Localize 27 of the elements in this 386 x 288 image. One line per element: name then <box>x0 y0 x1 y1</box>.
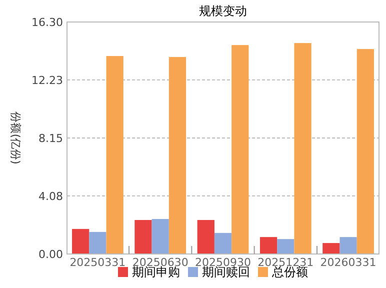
y-tick-label: 4.08 <box>38 190 63 203</box>
legend-label: 期间赎回 <box>202 265 250 279</box>
bar <box>134 220 152 254</box>
y-tick-label: 16.30 <box>32 16 63 29</box>
bar <box>260 237 278 254</box>
x-tick-label: 20260331 <box>320 256 376 269</box>
bar <box>322 243 340 254</box>
bar <box>232 45 249 254</box>
bar <box>277 239 294 254</box>
chart-title: 规模变动 <box>199 4 247 18</box>
legend-label: 总份额 <box>271 265 308 279</box>
bar <box>89 232 106 254</box>
x-tick-label: 20250331 <box>70 256 126 269</box>
bar <box>214 232 232 254</box>
y-tick-label: 12.23 <box>32 74 63 87</box>
bar <box>340 237 357 254</box>
y-tick-label: 8.15 <box>38 132 63 145</box>
bar <box>72 228 90 254</box>
bar <box>356 49 374 254</box>
bar <box>168 57 186 254</box>
y-tick-label: 0.00 <box>38 248 63 261</box>
legend-label: 期间申购 <box>132 265 180 279</box>
bar <box>106 56 124 254</box>
y-axis-title: 份额(亿份) <box>9 112 22 164</box>
bar <box>197 220 214 254</box>
bar <box>152 218 169 254</box>
bar <box>294 43 312 254</box>
